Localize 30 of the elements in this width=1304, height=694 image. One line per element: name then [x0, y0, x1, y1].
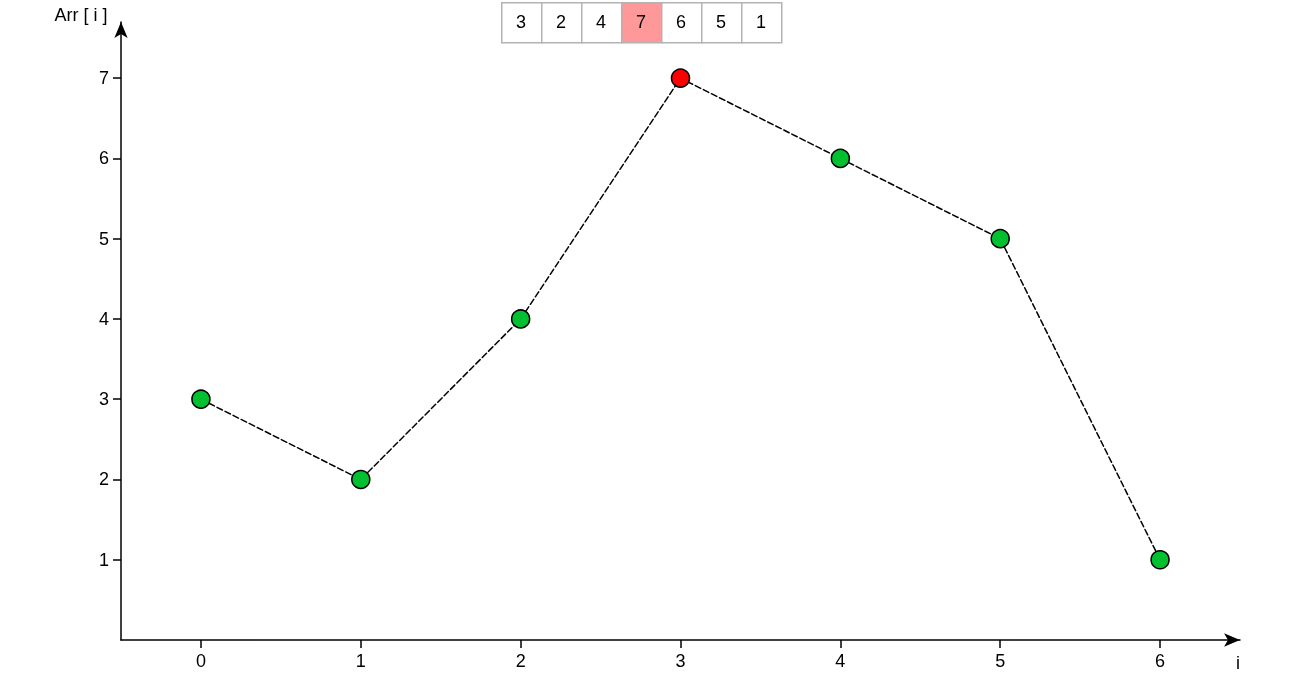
x-tick-label: 0 — [195, 651, 206, 671]
y-tick-label: 1 — [98, 549, 109, 570]
point — [351, 469, 371, 490]
point — [990, 228, 1010, 249]
annotation: 2 — [555, 12, 567, 32]
y-tick-label: 3 — [98, 389, 109, 410]
y-tick-label: 6 — [98, 148, 109, 169]
x-axis-title: i — [1236, 653, 1240, 673]
point — [191, 389, 211, 409]
annotation: 5 — [715, 12, 727, 32]
x-tick-label: 4 — [835, 651, 846, 671]
x-tick-label: 5 — [995, 651, 1006, 671]
x-tick-label: 1 — [355, 651, 366, 671]
annotation: 6 — [675, 12, 687, 32]
annotation: 7 — [635, 12, 647, 32]
annotation: 4 — [595, 12, 607, 32]
x-tick-label: 6 — [1155, 651, 1166, 671]
point — [1150, 549, 1170, 570]
y-tick-label: 4 — [98, 308, 109, 329]
x-tick-label: 2 — [515, 651, 526, 671]
x-tick-label: 3 — [675, 651, 686, 671]
point — [670, 68, 691, 88]
annotation: 1 — [755, 12, 767, 32]
y-tick-label: 5 — [98, 228, 109, 249]
y-tick-label: 7 — [98, 68, 109, 89]
annotation: 3 — [515, 12, 527, 32]
point — [510, 309, 531, 329]
point — [830, 148, 851, 169]
y-tick-label: 2 — [98, 469, 109, 490]
y-axis-title: Arr [ i ] — [54, 5, 108, 25]
